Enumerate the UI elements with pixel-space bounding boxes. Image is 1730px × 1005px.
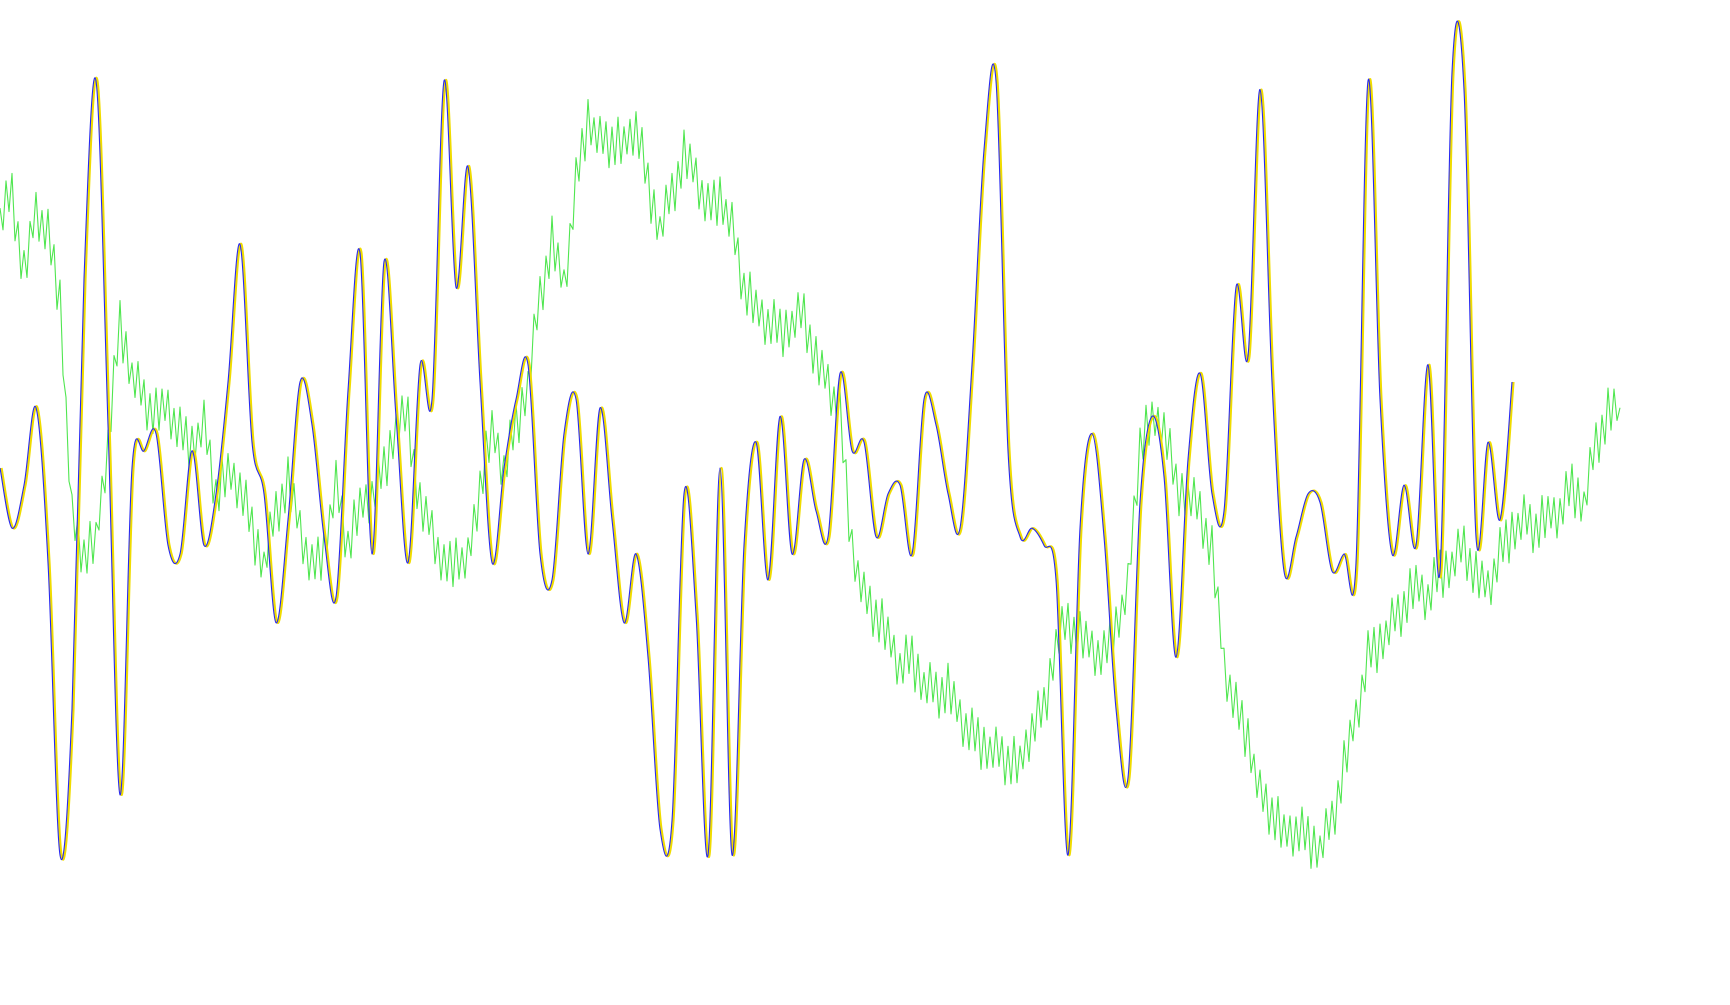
- series-line-2: [0, 19, 1515, 861]
- series-line-3: [0, 20, 1513, 861]
- series-line-1: [0, 98, 1621, 869]
